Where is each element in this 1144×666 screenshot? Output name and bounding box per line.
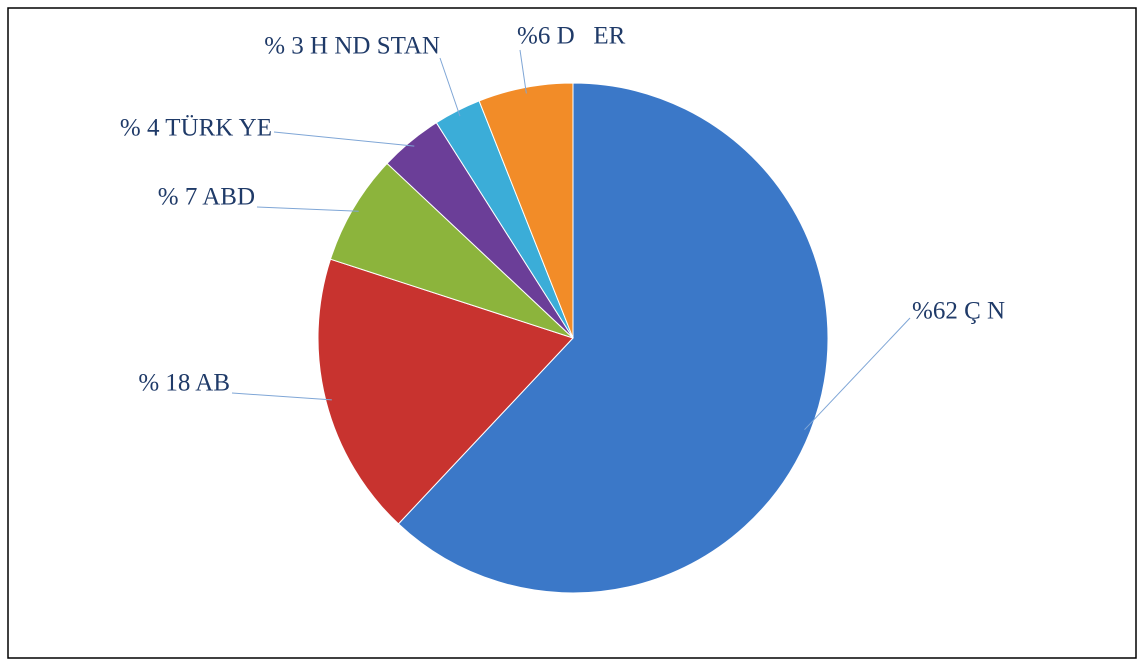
leader-line: [439, 57, 461, 117]
pie-slice: [397, 82, 829, 594]
leader-line: [231, 392, 332, 401]
data-label: % 3 H ND STAN: [264, 33, 440, 60]
data-label: % 18 AB: [138, 370, 230, 397]
data-label: % 7 ABD: [158, 184, 255, 211]
data-label: %62 Ç N: [912, 298, 1005, 325]
leader-line: [804, 317, 911, 431]
data-label: %6 D ER: [517, 23, 626, 50]
pie-slice: [329, 162, 574, 339]
pie-slice: [317, 258, 574, 525]
data-label: % 4 TÜRK YE: [120, 115, 272, 142]
leader-line: [273, 131, 415, 147]
leader-line: [256, 206, 359, 212]
leader-line: [519, 49, 527, 94]
